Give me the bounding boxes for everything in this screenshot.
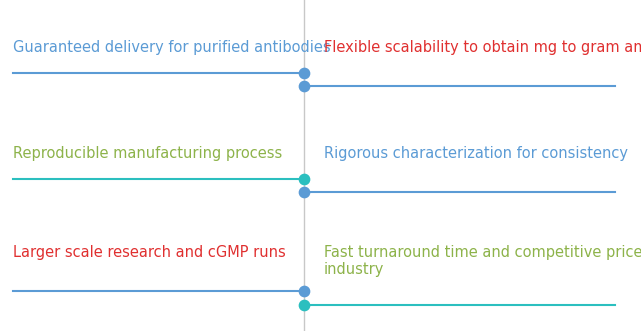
Point	[299, 289, 310, 294]
Point	[299, 83, 310, 89]
Text: Reproducible manufacturing process: Reproducible manufacturing process	[13, 146, 282, 161]
Text: Guaranteed delivery for purified antibodies: Guaranteed delivery for purified antibod…	[13, 40, 331, 55]
Text: Fast turnaround time and competitive prices in the
industry: Fast turnaround time and competitive pri…	[324, 245, 641, 277]
Point	[299, 302, 310, 307]
Text: Flexible scalability to obtain mg to gram amounts: Flexible scalability to obtain mg to gra…	[324, 40, 641, 55]
Text: Larger scale research and cGMP runs: Larger scale research and cGMP runs	[13, 245, 286, 260]
Text: Rigorous characterization for consistency: Rigorous characterization for consistenc…	[324, 146, 628, 161]
Point	[299, 176, 310, 181]
Point	[299, 189, 310, 195]
Point	[299, 70, 310, 75]
